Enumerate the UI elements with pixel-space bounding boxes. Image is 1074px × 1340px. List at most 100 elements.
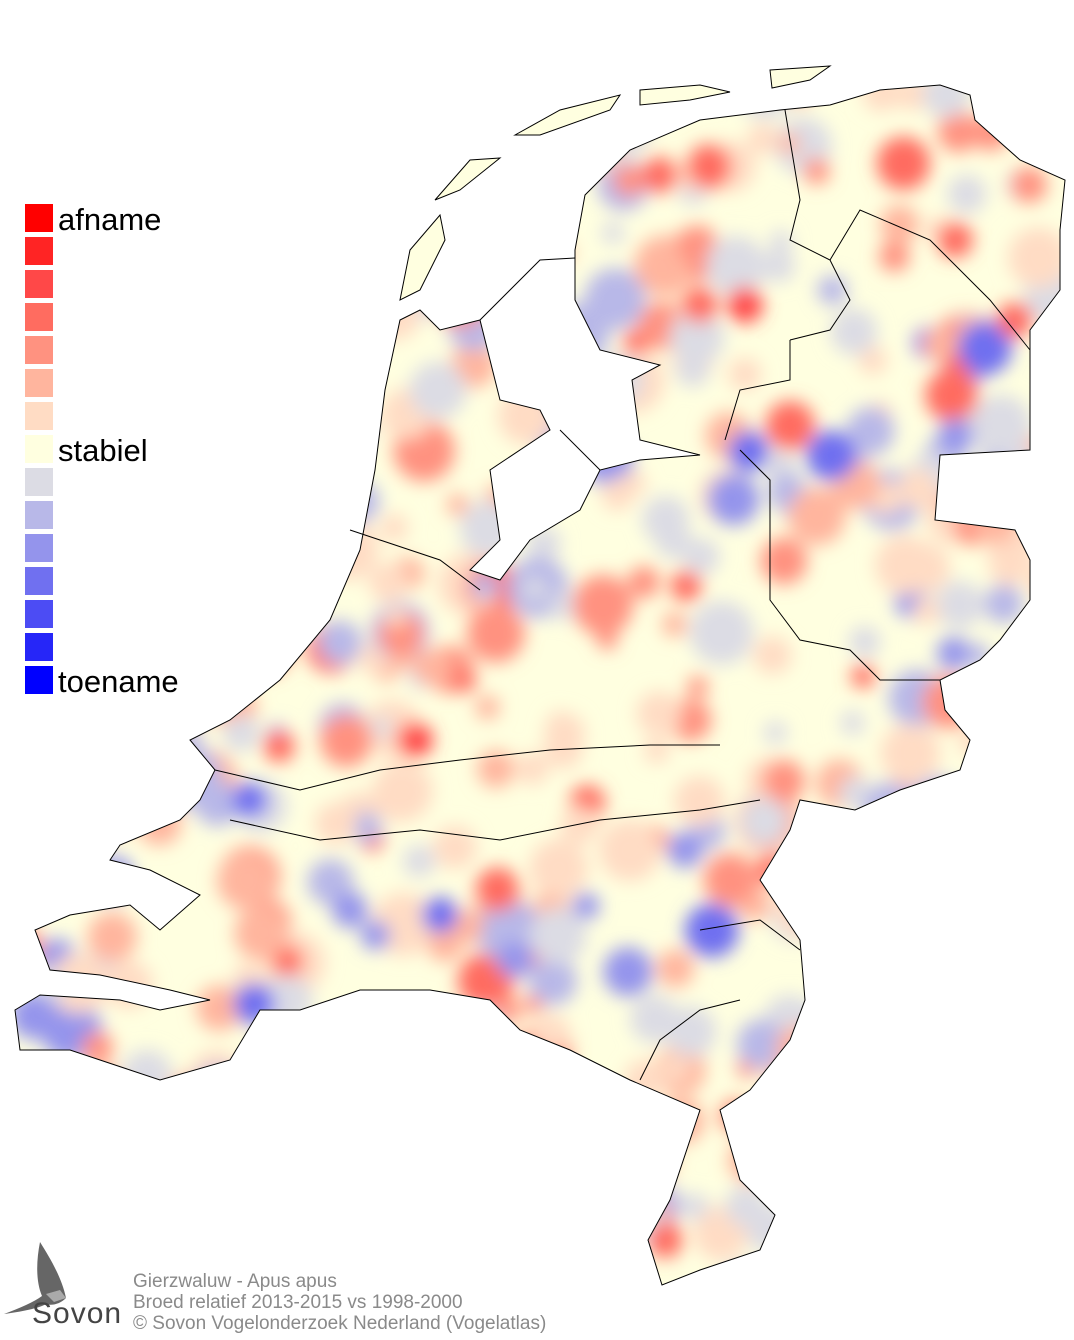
trend-cell xyxy=(99,1107,140,1148)
trend-cell xyxy=(220,556,265,602)
trend-cell xyxy=(268,1089,303,1125)
trend-cell xyxy=(993,1001,1017,1024)
trend-cell xyxy=(765,400,815,451)
trend-cell xyxy=(1018,757,1062,802)
trend-cell xyxy=(154,1134,186,1166)
trend-cell xyxy=(947,174,987,214)
trend-cell xyxy=(87,912,138,962)
trend-cell xyxy=(806,430,857,481)
trend-cell xyxy=(88,855,132,899)
legend-swatch xyxy=(25,237,53,265)
trend-cell xyxy=(165,519,205,559)
trend-cell xyxy=(705,235,767,297)
trend-cell xyxy=(1022,694,1065,751)
trend-cell xyxy=(846,407,895,456)
trend-cell xyxy=(620,470,646,496)
trend-cell xyxy=(880,723,941,784)
trend-cell xyxy=(225,475,277,527)
trend-cell xyxy=(323,264,347,289)
trend-cell xyxy=(589,1182,643,1235)
trend-cell xyxy=(265,362,304,401)
trend-cell xyxy=(459,500,518,558)
trend-cell xyxy=(940,787,988,835)
trend-cell xyxy=(572,892,600,920)
trend-cell xyxy=(718,1262,768,1285)
comparison-period: Broed relatief 2013-2015 vs 1998-2000 xyxy=(133,1292,463,1313)
legend-swatch xyxy=(25,435,53,463)
trend-cell xyxy=(529,839,588,898)
trend-cell xyxy=(552,1142,600,1191)
trend-cell xyxy=(264,423,294,452)
trend-cell xyxy=(360,920,391,951)
trend-cell xyxy=(674,776,725,827)
trend-cell xyxy=(123,761,178,816)
trend-cell xyxy=(528,957,578,1006)
trend-cell xyxy=(925,368,979,422)
map-caption: Gierzwaluw - Apus apus Broed relatief 20… xyxy=(133,1271,546,1334)
trend-cell xyxy=(993,708,1056,771)
trend-cell xyxy=(628,566,660,599)
trend-hotspot xyxy=(937,222,973,258)
trend-cell xyxy=(984,584,1024,624)
legend-swatch xyxy=(25,468,53,496)
trend-cell xyxy=(20,1082,71,1133)
trend-cell xyxy=(65,375,102,412)
trend-cell xyxy=(736,1019,787,1069)
trend-cell xyxy=(298,244,334,280)
trend-cell xyxy=(504,157,538,191)
trend-cell xyxy=(884,1215,936,1267)
trend-cell xyxy=(686,144,732,190)
trend-cell xyxy=(379,783,419,823)
trend-cell xyxy=(83,514,111,542)
trend-cell xyxy=(337,1082,389,1134)
trend-cell xyxy=(549,590,579,620)
trend-cell xyxy=(233,1132,267,1166)
trend-cell xyxy=(274,321,326,373)
island xyxy=(434,157,502,201)
trend-cell xyxy=(306,362,343,399)
trend-cell xyxy=(250,1212,287,1249)
trend-cell xyxy=(435,1135,481,1180)
trend-cell xyxy=(957,320,1012,375)
trend-cell xyxy=(849,626,881,658)
legend-label-toename: toename xyxy=(58,664,179,699)
trend-cell xyxy=(409,361,467,419)
trend-cell xyxy=(644,737,670,764)
trend-cell xyxy=(251,399,313,461)
trend-cell xyxy=(275,1224,312,1261)
trend-cell xyxy=(290,1240,319,1270)
trend-cell xyxy=(779,133,801,155)
trend-cell xyxy=(522,576,547,601)
trend-cell xyxy=(830,308,878,355)
trend-cell xyxy=(817,275,848,306)
trend-cell xyxy=(806,1038,853,1085)
trend-cell xyxy=(165,1072,226,1134)
trend-cell xyxy=(898,468,939,509)
trend-cell xyxy=(411,1022,435,1046)
trend-cell xyxy=(937,111,980,153)
trend-cell xyxy=(238,621,292,676)
copyright: © Sovon Vogelonderzoek Nederland (Vogela… xyxy=(133,1313,547,1334)
trend-cell xyxy=(370,85,423,125)
trend-cell xyxy=(218,366,278,426)
trend-cell xyxy=(878,241,910,272)
trend-cell xyxy=(986,1176,1048,1238)
trend-cell xyxy=(634,1140,676,1182)
trend-cell xyxy=(83,599,144,661)
trend-cell xyxy=(63,847,84,869)
legend-swatch xyxy=(25,501,53,529)
trend-cell xyxy=(601,221,625,245)
trend-cell xyxy=(60,331,119,390)
legend-label-afname: afname xyxy=(58,202,162,237)
trend-cell xyxy=(788,487,846,546)
trend-cell xyxy=(858,346,888,375)
trend-cell xyxy=(740,796,790,846)
trend-cell xyxy=(519,309,581,371)
trend-cell xyxy=(311,121,369,180)
trend-cell xyxy=(689,600,754,665)
trend-cell xyxy=(915,1015,938,1038)
legend-swatch xyxy=(25,402,53,430)
trend-cell xyxy=(529,907,587,965)
trend-cell xyxy=(552,242,573,263)
